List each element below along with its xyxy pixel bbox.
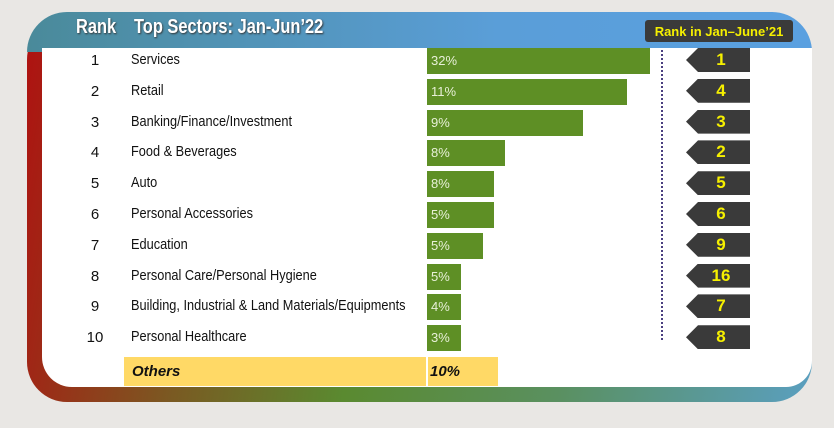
bar bbox=[427, 140, 505, 167]
chart-title: Top Sectors: Jan-Jun’22 bbox=[134, 16, 324, 38]
sector-name: Retail bbox=[131, 82, 164, 99]
data-label: 5% bbox=[431, 268, 450, 284]
data-label: 5% bbox=[431, 237, 450, 253]
table-row: 3 Banking/Finance/Investment 9% 3 bbox=[0, 108, 834, 139]
bar bbox=[427, 171, 494, 198]
prev-rank-legend: Rank in Jan–June’21 bbox=[645, 20, 793, 42]
prev-rank-badge: 16 bbox=[686, 263, 750, 288]
others-separator bbox=[426, 357, 428, 386]
prev-rank-badge: 2 bbox=[686, 140, 750, 165]
bar bbox=[427, 48, 650, 74]
sector-name: Building, Industrial & Land Materials/Eq… bbox=[131, 298, 406, 315]
table-row: 9 Building, Industrial & Land Materials/… bbox=[0, 292, 834, 323]
bar bbox=[427, 109, 583, 136]
data-label: 3% bbox=[431, 330, 450, 346]
sector-name: Personal Accessories bbox=[131, 206, 253, 222]
bar bbox=[427, 78, 627, 105]
bar bbox=[427, 263, 461, 290]
prev-rank-badge: 6 bbox=[686, 202, 750, 226]
table-row: 4 Food & Beverages 8% 2 bbox=[0, 138, 834, 169]
bar bbox=[427, 232, 483, 259]
rank: 6 bbox=[90, 206, 100, 223]
table-row: 5 Auto 8% 5 bbox=[0, 169, 834, 200]
data-label: 8% bbox=[431, 145, 450, 161]
data-label: 5% bbox=[431, 207, 450, 222]
table-row: 7 Education 5% 9 bbox=[0, 231, 834, 262]
rank-header: Rank bbox=[76, 16, 117, 38]
sector-name: Food & Beverages bbox=[131, 144, 237, 161]
sector-name: Personal Care/Personal Hygiene bbox=[131, 267, 317, 284]
sector-name: Services bbox=[131, 52, 180, 68]
others-value: 10% bbox=[430, 363, 461, 380]
rank: 2 bbox=[90, 82, 100, 100]
prev-rank-badge: 9 bbox=[686, 232, 750, 257]
rank: 5 bbox=[90, 175, 100, 193]
rank: 3 bbox=[90, 113, 100, 131]
data-label: 32% bbox=[431, 53, 458, 68]
table-row: 10 Personal Healthcare 3% 8 bbox=[0, 323, 834, 354]
rank: 4 bbox=[90, 144, 100, 162]
prev-rank-badge: 8 bbox=[686, 325, 750, 350]
data-label: 11% bbox=[431, 83, 457, 99]
bar bbox=[427, 325, 461, 352]
table-row: 8 Personal Care/Personal Hygiene 5% 16 bbox=[0, 262, 834, 293]
bar bbox=[427, 202, 494, 228]
rank: 7 bbox=[90, 236, 100, 254]
rank: 10 bbox=[86, 329, 104, 347]
others-label: Others bbox=[132, 363, 181, 380]
data-label: 9% bbox=[431, 114, 450, 130]
prev-rank-badge: 3 bbox=[686, 109, 750, 134]
table-row: 2 Retail 11% 4 bbox=[0, 77, 834, 108]
others-row: Others 10% bbox=[124, 357, 498, 386]
table-row: 6 Personal Accessories 5% 6 bbox=[0, 200, 834, 231]
sector-name: Education bbox=[131, 236, 188, 253]
rank: 1 bbox=[90, 52, 100, 69]
data-label: 8% bbox=[431, 176, 450, 192]
sector-name: Auto bbox=[131, 175, 158, 192]
sector-name: Banking/Finance/Investment bbox=[131, 113, 293, 130]
table-row: 1 Services 32% 1 bbox=[0, 46, 834, 77]
bar bbox=[427, 294, 461, 321]
rank: 8 bbox=[90, 267, 100, 285]
prev-rank-badge: 7 bbox=[686, 294, 750, 319]
sector-name: Personal Healthcare bbox=[131, 329, 247, 346]
prev-rank-badge: 5 bbox=[686, 171, 750, 196]
prev-rank-badge: 1 bbox=[686, 48, 750, 72]
dotted-divider bbox=[661, 50, 663, 340]
data-label: 4% bbox=[431, 299, 450, 315]
rank: 9 bbox=[90, 298, 100, 316]
prev-rank-badge: 4 bbox=[686, 78, 750, 103]
